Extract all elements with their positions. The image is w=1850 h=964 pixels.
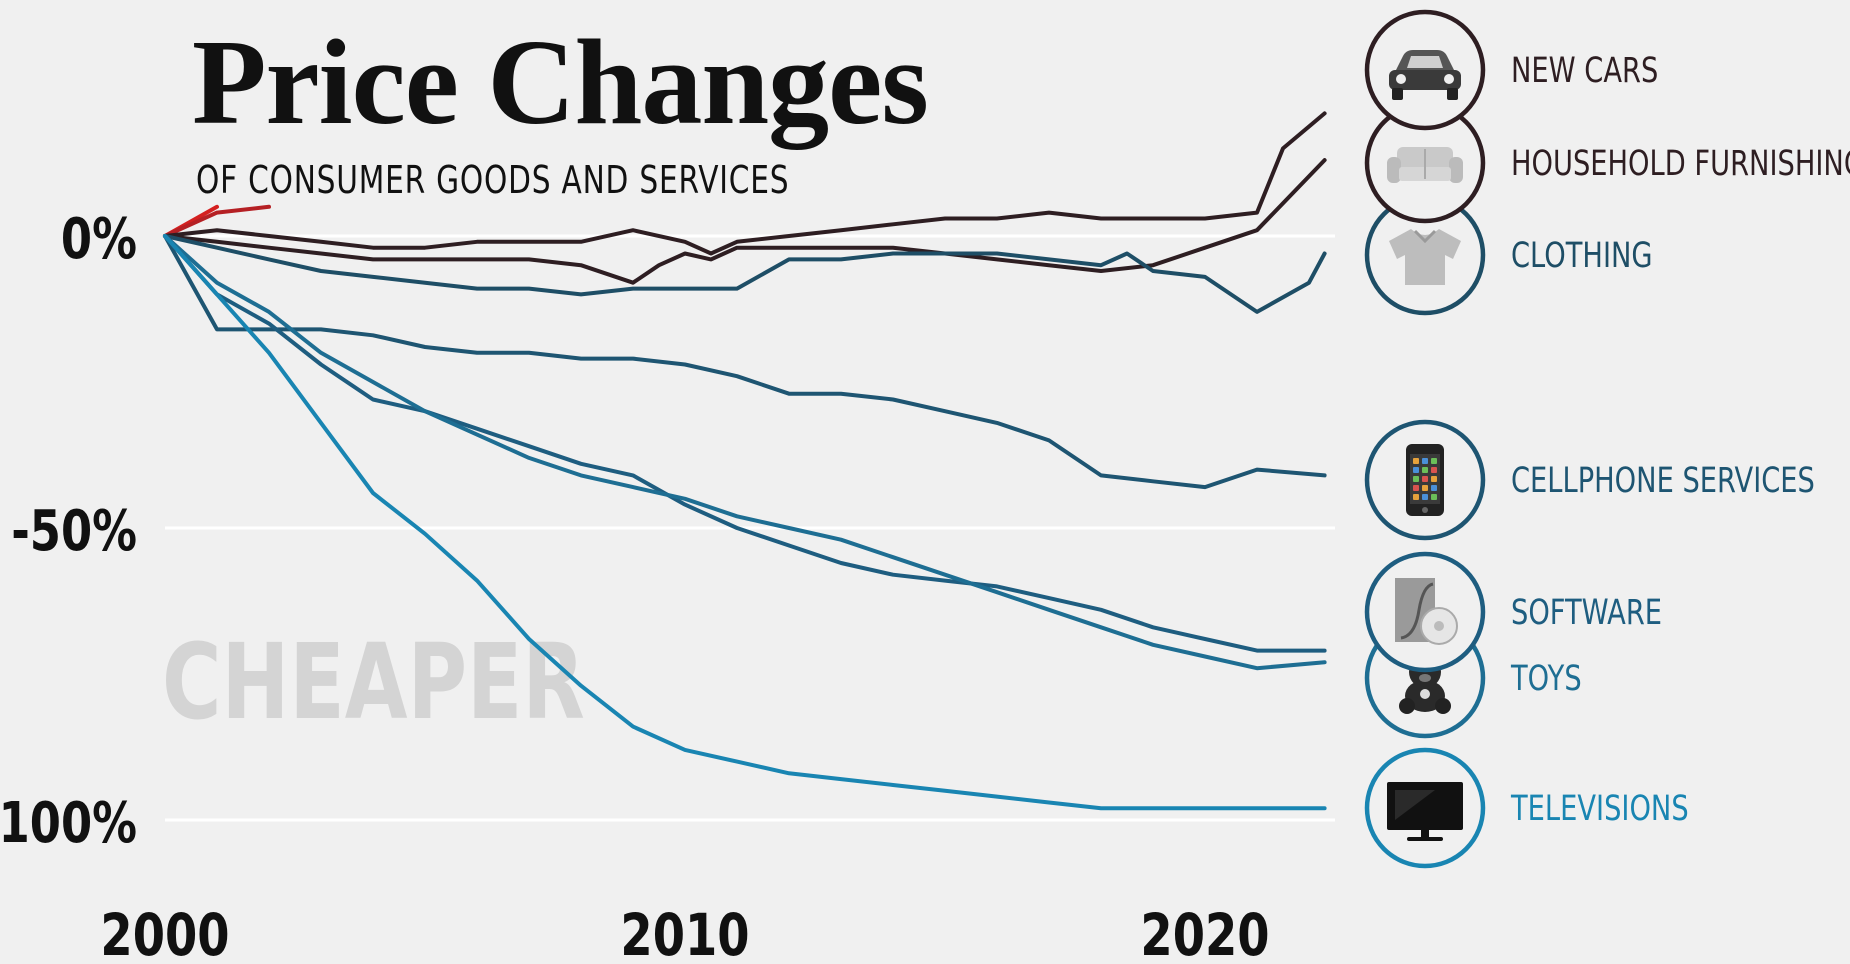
- legend-label: SOFTWARE: [1511, 593, 1662, 633]
- legend-item-televisions: [1364, 747, 1486, 869]
- y-tick-label: -100%: [0, 790, 137, 855]
- y-tick-label: 0%: [61, 206, 137, 271]
- shirt-icon: [1389, 229, 1461, 285]
- series-line-software: [163, 234, 1327, 653]
- legend-label: CELLPHONE SERVICES: [1511, 461, 1815, 501]
- series-line-toys: [163, 234, 1327, 671]
- series-line-cellphone-services: [163, 234, 1327, 490]
- cheaper-annotation: CHEAPER: [162, 621, 585, 743]
- legend-item-new-cars: [1364, 9, 1486, 131]
- car-icon: [1389, 50, 1461, 100]
- legend-label: HOUSEHOLD FURNISHINGS: [1511, 144, 1850, 184]
- legend-label: TELEVISIONS: [1510, 789, 1689, 829]
- x-tick-label: 2020: [1140, 902, 1269, 964]
- y-tick-label: -50%: [11, 498, 137, 563]
- series-line-clothing: [163, 234, 1327, 314]
- legend-item-cellphone-services: [1364, 419, 1486, 541]
- phone-icon: [1406, 444, 1444, 516]
- legend-item-software: [1364, 551, 1486, 673]
- legend-item-household-furnishings: [1364, 102, 1486, 224]
- series-line-new-cars: [163, 111, 1327, 256]
- partial-series-line: [163, 204, 271, 238]
- x-tick-label: 2000: [100, 902, 229, 964]
- chart-title: Price Changes: [192, 15, 929, 150]
- series-line-household-furnishings: [163, 158, 1327, 285]
- legend-label: NEW CARS: [1511, 51, 1658, 91]
- series-line-televisions: [163, 234, 1327, 811]
- chart-subtitle: OF CONSUMER GOODS AND SERVICES: [196, 158, 790, 202]
- legend-item-clothing: [1364, 194, 1486, 316]
- legend-label: CLOTHING: [1511, 236, 1653, 276]
- sofa-icon: [1387, 147, 1463, 183]
- legend-label: TOYS: [1510, 659, 1582, 699]
- x-tick-label: 2010: [620, 902, 749, 964]
- tv-icon: [1387, 782, 1463, 841]
- software-icon: [1395, 578, 1458, 645]
